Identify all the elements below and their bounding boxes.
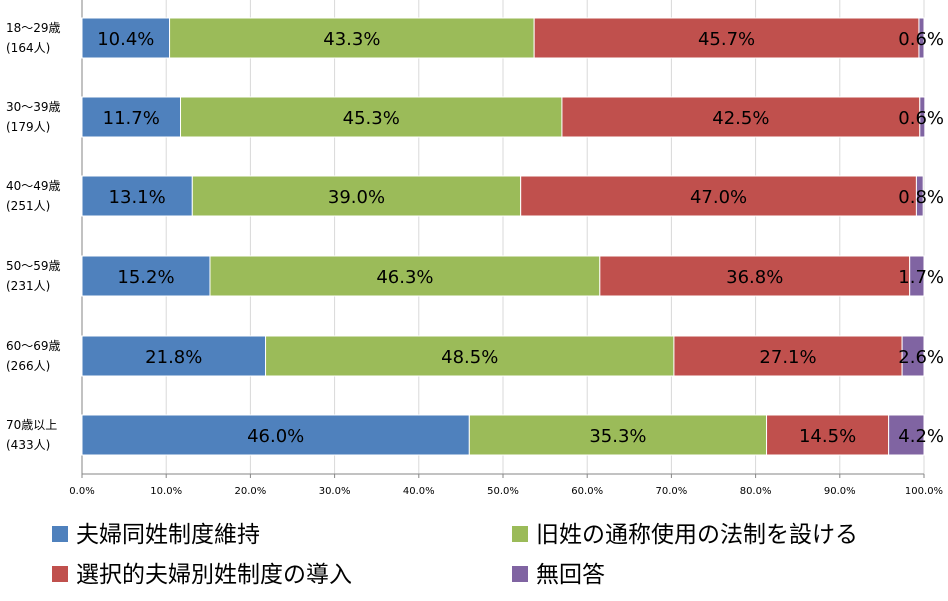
data-label: 0.6% xyxy=(898,29,944,50)
bar-segment xyxy=(81,175,193,217)
data-label: 42.5% xyxy=(712,108,769,129)
data-label: 0.6% xyxy=(898,108,944,129)
legend-label: 選択的夫婦別姓制度の導入 xyxy=(76,562,352,588)
bar-segment xyxy=(533,17,920,59)
data-label: 48.5% xyxy=(441,347,498,368)
category-label: 18～29歳(164人) xyxy=(6,21,61,55)
legend-label: 夫婦同姓制度維持 xyxy=(76,522,260,548)
data-label: 46.0% xyxy=(247,426,304,447)
x-tick-label: 20.0% xyxy=(235,486,267,497)
data-label: 35.3% xyxy=(589,426,646,447)
bar-segment xyxy=(599,255,911,297)
data-label: 45.7% xyxy=(698,29,755,50)
data-label: 10.4% xyxy=(97,29,154,50)
bar-segment xyxy=(919,96,926,138)
legend-label: 旧姓の通称使用の法制を設ける xyxy=(536,522,858,548)
data-label: 46.3% xyxy=(376,267,433,288)
bar-segment xyxy=(915,175,924,217)
data-label: 45.3% xyxy=(343,108,400,129)
bar-segment xyxy=(81,96,182,138)
bar-segment xyxy=(673,335,903,377)
legend-swatch xyxy=(512,566,528,582)
data-label: 2.6% xyxy=(898,347,944,368)
bar-segment xyxy=(468,414,768,456)
bar-segment xyxy=(209,255,601,297)
data-label: 39.0% xyxy=(328,187,385,208)
category-label: 70歳以上(433人) xyxy=(6,418,57,452)
x-tick-label: 80.0% xyxy=(740,486,772,497)
bar-segment xyxy=(169,17,535,59)
legend-swatch xyxy=(52,526,68,542)
data-label: 13.1% xyxy=(109,187,166,208)
bar-segment xyxy=(180,96,563,138)
category-label: 50～59歳(231人) xyxy=(6,259,61,293)
category-label: 60～69歳(266人) xyxy=(6,339,61,373)
data-label: 4.2% xyxy=(898,426,944,447)
bar-segment xyxy=(561,96,921,138)
data-label: 36.8% xyxy=(726,267,783,288)
x-tick-label: 10.0% xyxy=(150,486,182,497)
x-tick-label: 50.0% xyxy=(487,486,519,497)
x-tick-label: 60.0% xyxy=(571,486,603,497)
bar-segment xyxy=(918,17,925,59)
bar-segment xyxy=(520,175,917,217)
data-label: 27.1% xyxy=(759,347,816,368)
data-label: 15.2% xyxy=(117,267,174,288)
data-label: 1.7% xyxy=(898,267,944,288)
category-label: 40～49歳(251人) xyxy=(6,179,61,213)
data-label: 11.7% xyxy=(103,108,160,129)
data-label: 14.5% xyxy=(799,426,856,447)
legend-swatch xyxy=(512,526,528,542)
data-label: 47.0% xyxy=(690,187,747,208)
x-tick-label: 100.0% xyxy=(905,486,943,497)
x-tick-label: 40.0% xyxy=(403,486,435,497)
legend-swatch xyxy=(52,566,68,582)
bar-segment xyxy=(191,175,522,217)
bar-segment xyxy=(888,414,925,456)
bar-segment xyxy=(81,17,171,59)
bar-segment xyxy=(81,414,470,456)
x-tick-label: 0.0% xyxy=(69,486,94,497)
category-label: 30～39歳(179人) xyxy=(6,100,61,134)
bar-segment xyxy=(901,335,925,377)
legend-label: 無回答 xyxy=(536,562,605,588)
data-label: 0.8% xyxy=(898,187,944,208)
x-tick-label: 70.0% xyxy=(656,486,688,497)
bar-segment xyxy=(766,414,890,456)
bar-segment xyxy=(81,255,211,297)
bar-segment xyxy=(909,255,925,297)
data-label: 43.3% xyxy=(323,29,380,50)
x-tick-label: 90.0% xyxy=(824,486,856,497)
x-tick-label: 30.0% xyxy=(319,486,351,497)
data-label: 21.8% xyxy=(145,347,202,368)
